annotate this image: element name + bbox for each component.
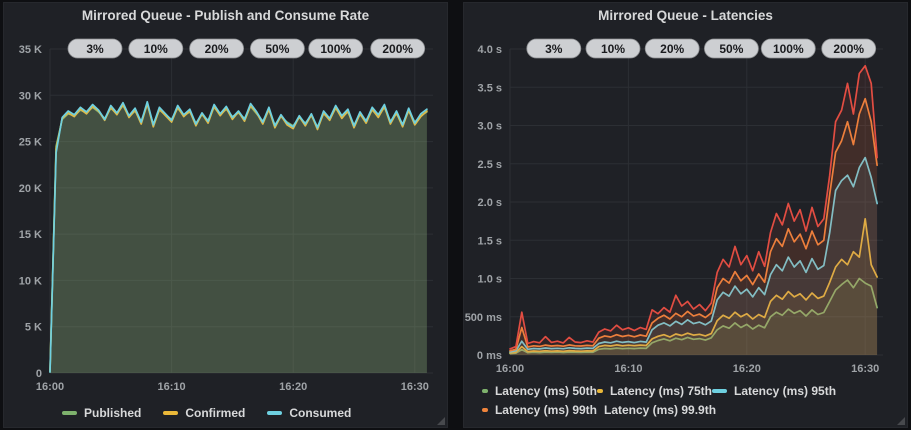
legend-item-latency-99-9th[interactable]: Latency (ms) 99.9th bbox=[597, 403, 716, 417]
load-annotation-pill[interactable]: 100% bbox=[308, 38, 364, 59]
legend-label: Published bbox=[84, 406, 142, 420]
legend-label: Latency (ms) 99.9th bbox=[604, 402, 717, 417]
y-axis-tick-label: 1.0 s bbox=[478, 274, 502, 286]
panel-title[interactable]: Mirrored Queue - Latencies bbox=[598, 8, 773, 23]
svg-text:100%: 100% bbox=[773, 42, 804, 56]
x-axis-tick-label: 16:00 bbox=[36, 381, 64, 393]
load-annotation-pill[interactable]: 10% bbox=[585, 38, 641, 59]
latency-99th-swatch bbox=[482, 407, 488, 412]
load-annotation-pill[interactable]: 20% bbox=[644, 38, 700, 59]
svg-text:200%: 200% bbox=[833, 42, 864, 56]
y-axis-tick-label: 5 K bbox=[25, 322, 42, 334]
series-fill bbox=[510, 65, 878, 356]
x-axis-tick-label: 16:20 bbox=[733, 363, 761, 375]
x-axis-tick-label: 16:20 bbox=[279, 381, 307, 393]
y-axis-tick-label: 35 K bbox=[19, 44, 42, 56]
x-axis-tick-label: 16:10 bbox=[158, 381, 186, 393]
series-fill bbox=[50, 103, 427, 373]
svg-text:3%: 3% bbox=[545, 42, 563, 56]
legend-item-consumed[interactable]: Consumed bbox=[267, 406, 351, 420]
panel-resize-handle[interactable] bbox=[437, 417, 445, 425]
legend-label: Latency (ms) 99th bbox=[494, 402, 597, 417]
load-annotation-pill[interactable]: 10% bbox=[128, 38, 184, 59]
series-line bbox=[509, 64, 878, 350]
svg-text:20%: 20% bbox=[205, 42, 229, 56]
y-axis-tick-label: 20 K bbox=[19, 183, 42, 195]
y-axis-tick-label: 1.5 s bbox=[478, 235, 502, 247]
series-line bbox=[509, 156, 878, 353]
legend-item-latency-50th[interactable]: Latency (ms) 50th bbox=[482, 384, 597, 398]
series-fill bbox=[510, 278, 878, 355]
legend-label: Latency (ms) 95th bbox=[734, 383, 837, 398]
y-axis-tick-label: 0 ms bbox=[477, 350, 502, 362]
y-axis-tick-label: 2.5 s bbox=[478, 159, 502, 171]
legend-label: Confirmed bbox=[185, 406, 246, 420]
x-axis-tick-label: 16:10 bbox=[614, 363, 642, 375]
load-annotation-pill[interactable]: 200% bbox=[821, 38, 877, 59]
legend-label: Latency (ms) 75th bbox=[609, 383, 712, 398]
series-line bbox=[509, 277, 878, 355]
series-line bbox=[49, 100, 428, 373]
load-annotation-pill[interactable]: 50% bbox=[703, 38, 759, 59]
svg-text:10%: 10% bbox=[144, 42, 168, 56]
panel-publish-consume-rate: Mirrored Queue - Publish and Consume Rat… bbox=[3, 2, 448, 428]
y-axis-tick-label: 4.0 s bbox=[478, 44, 502, 56]
load-annotation-pill[interactable]: 50% bbox=[249, 38, 305, 59]
series-fill bbox=[510, 98, 878, 355]
series-line bbox=[509, 97, 878, 352]
x-axis-tick-label: 16:00 bbox=[496, 363, 524, 375]
legend-item-published[interactable]: Published bbox=[62, 406, 141, 420]
legend-item-latency-95th[interactable]: Latency (ms) 95th bbox=[712, 384, 907, 398]
latency-95th-swatch bbox=[712, 388, 727, 393]
rate-chart-canvas[interactable]: 0 5 K 10 K 15 K 20 K 25 K 30 K 35 K 16:00 16:10 16… bbox=[4, 29, 447, 399]
series-fill bbox=[510, 218, 878, 355]
y-axis-tick-label: 25 K bbox=[19, 137, 42, 149]
svg-text:50%: 50% bbox=[719, 42, 743, 56]
chart-publish-consume-rate: 0 5 K 10 K 15 K 20 K 25 K 30 K 35 K 16:00 16:10 16… bbox=[4, 29, 447, 399]
svg-text:50%: 50% bbox=[265, 42, 289, 56]
svg-text:10%: 10% bbox=[601, 42, 625, 56]
latency-50th-swatch bbox=[482, 388, 488, 393]
series-line bbox=[509, 217, 878, 354]
x-axis-tick-label: 16:30 bbox=[401, 381, 429, 393]
legend-label: Consumed bbox=[289, 406, 352, 420]
x-axis-tick-label: 16:30 bbox=[851, 363, 879, 375]
legend-item-latency-99th[interactable]: Latency (ms) 99th bbox=[482, 403, 597, 417]
y-axis-tick-label: 2.0 s bbox=[478, 197, 502, 209]
latency-75th-swatch bbox=[597, 388, 603, 393]
y-axis-tick-label: 15 K bbox=[19, 229, 42, 241]
legend-label: Latency (ms) 50th bbox=[494, 383, 597, 398]
legend-item-latency-75th[interactable]: Latency (ms) 75th bbox=[597, 384, 712, 398]
latency-chart-legend: Latency (ms) 50th Latency (ms) 75th Late… bbox=[464, 381, 907, 427]
load-annotation-pill[interactable]: 200% bbox=[370, 38, 426, 59]
y-axis-tick-label: 10 K bbox=[19, 275, 42, 287]
consumed-series-swatch bbox=[267, 411, 283, 415]
panel-title[interactable]: Mirrored Queue - Publish and Consume Rat… bbox=[81, 8, 370, 23]
load-annotation-pill[interactable]: 100% bbox=[760, 38, 816, 59]
series-fill bbox=[50, 104, 427, 373]
series-fill bbox=[50, 101, 427, 374]
published-series-swatch bbox=[62, 411, 77, 415]
y-axis-tick-label: 3.0 s bbox=[478, 121, 502, 133]
series-fill bbox=[510, 157, 878, 355]
panel-resize-handle[interactable] bbox=[897, 417, 905, 425]
latency-chart-canvas[interactable]: 0 ms 500 ms 1.0 s 1.5 s 2.0 s 2.5 s 3.0 s 3.5 s… bbox=[464, 29, 907, 381]
legend-item-confirmed[interactable]: Confirmed bbox=[163, 406, 245, 420]
chart-latencies: 0 ms 500 ms 1.0 s 1.5 s 2.0 s 2.5 s 3.0 s 3.5 s… bbox=[464, 29, 907, 381]
confirmed-series-swatch bbox=[163, 411, 179, 415]
rate-chart-legend: Published Confirmed Consumed bbox=[4, 399, 447, 427]
load-annotation-pill[interactable]: 3% bbox=[526, 38, 582, 59]
svg-text:20%: 20% bbox=[660, 42, 684, 56]
svg-text:200%: 200% bbox=[382, 42, 413, 56]
svg-text:3%: 3% bbox=[86, 42, 104, 56]
y-axis-tick-label: 30 K bbox=[19, 90, 42, 102]
load-annotation-pill[interactable]: 3% bbox=[67, 38, 123, 59]
load-annotation-pill[interactable]: 20% bbox=[189, 38, 245, 59]
y-axis-tick-label: 0 bbox=[36, 368, 42, 380]
svg-text:100%: 100% bbox=[320, 42, 351, 56]
y-axis-tick-label: 3.5 s bbox=[478, 82, 502, 94]
panel-latencies: Mirrored Queue - Latencies 0 ms 500 ms 1.0… bbox=[463, 2, 908, 428]
y-axis-tick-label: 500 ms bbox=[465, 312, 502, 324]
